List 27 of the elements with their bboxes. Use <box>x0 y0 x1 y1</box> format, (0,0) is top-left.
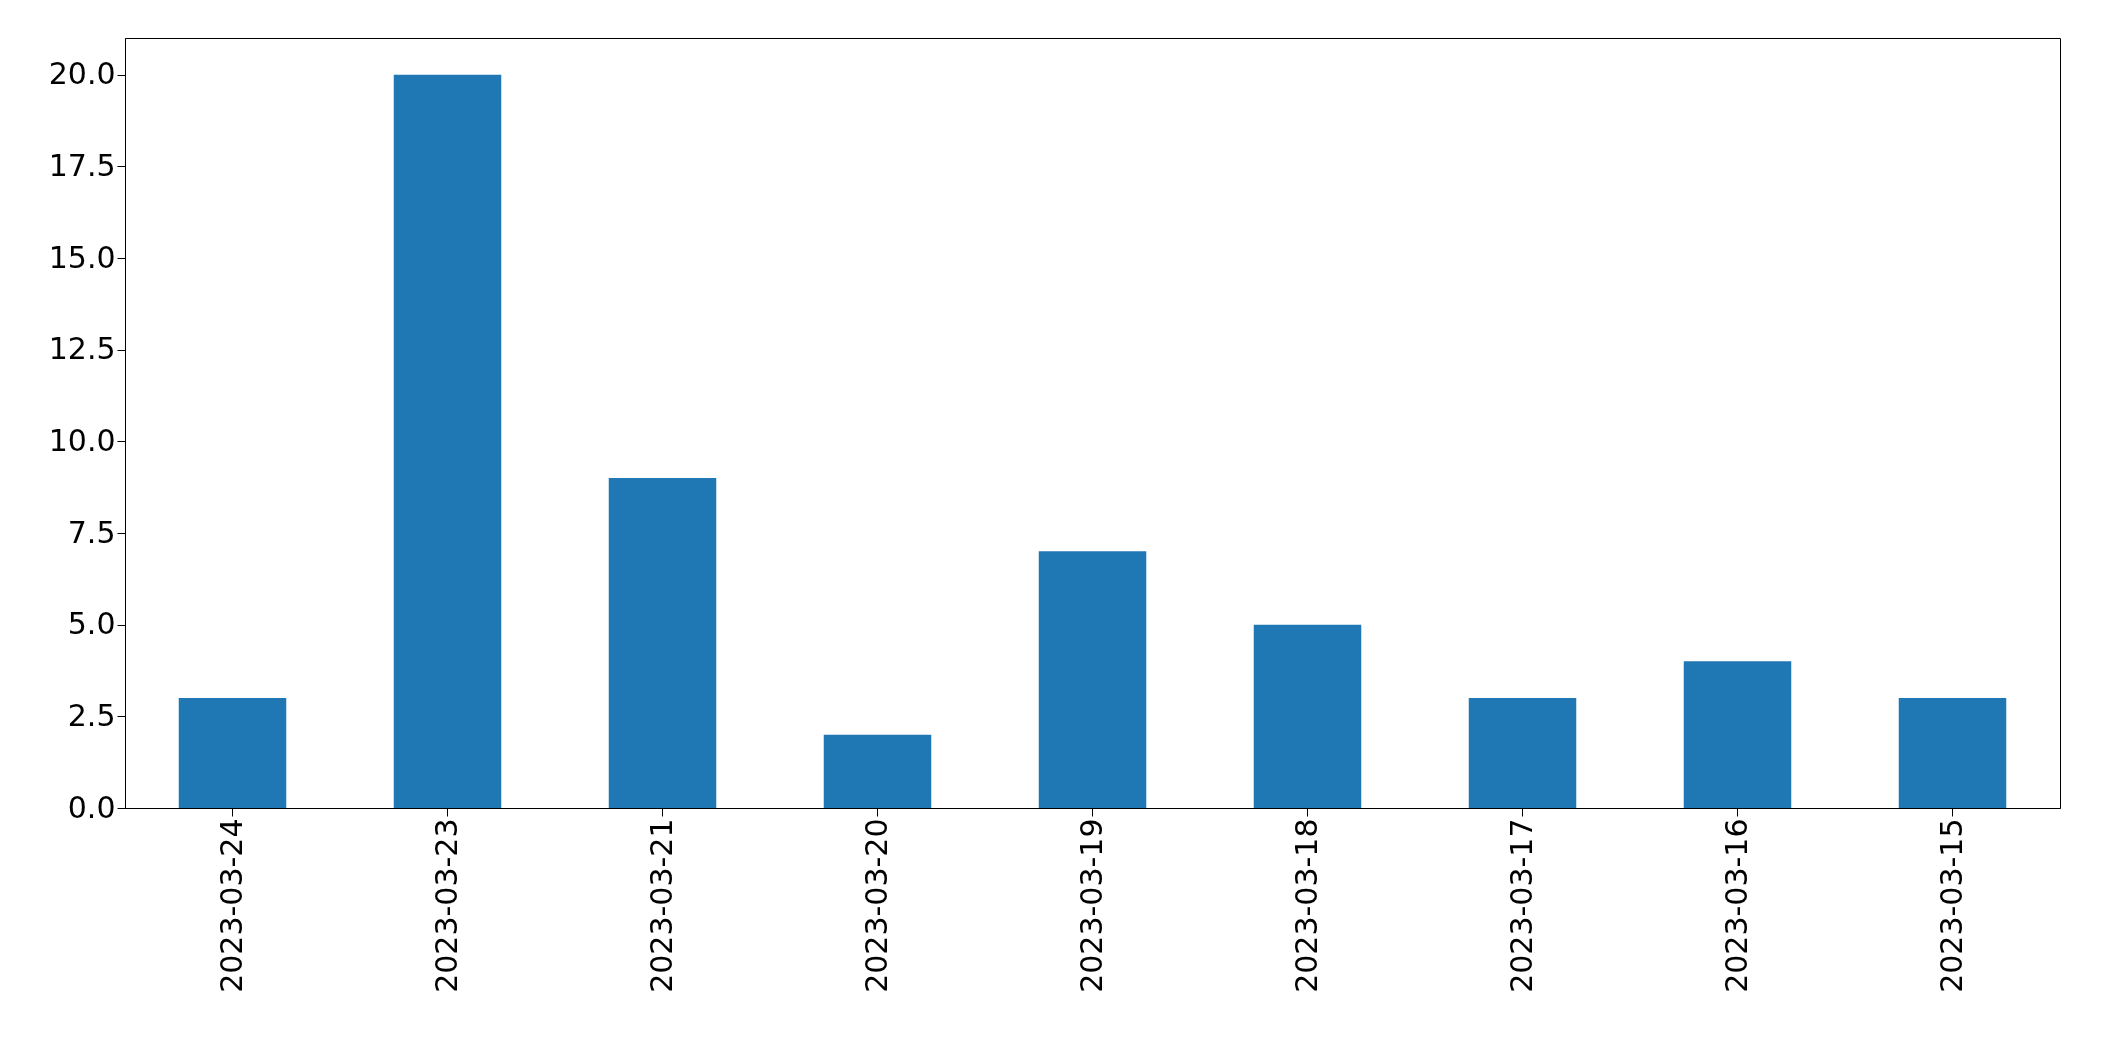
y-tick-label: 15.0 <box>48 239 116 275</box>
bar <box>393 74 502 808</box>
y-tick-label: 5.0 <box>67 606 116 642</box>
bar <box>823 734 932 808</box>
bar <box>1898 698 2007 808</box>
x-tick-label: 2023-03-21 <box>643 818 679 993</box>
x-tick-label: 2023-03-15 <box>1933 818 1969 993</box>
bar <box>1468 698 1577 808</box>
y-tick-label: 10.0 <box>48 422 116 458</box>
y-tick-label: 20.0 <box>48 56 116 92</box>
y-tick-label: 2.5 <box>67 697 116 733</box>
bar <box>1253 624 1362 808</box>
x-tick-label: 2023-03-23 <box>428 818 464 993</box>
bar <box>1683 661 1792 808</box>
x-tick-label: 2023-03-17 <box>1503 818 1539 993</box>
y-tick-label: 0.0 <box>67 789 116 825</box>
x-tick-label: 2023-03-18 <box>1288 818 1324 993</box>
x-tick-label: 2023-03-20 <box>858 818 894 993</box>
y-tick-label: 12.5 <box>48 331 116 367</box>
bar <box>608 478 717 808</box>
x-tick-label: 2023-03-24 <box>213 818 249 993</box>
bar <box>1038 551 1147 808</box>
y-tick-label: 7.5 <box>67 514 116 550</box>
x-tick-label: 2023-03-19 <box>1073 818 1109 993</box>
bar <box>178 698 287 808</box>
y-tick-label: 17.5 <box>48 147 116 183</box>
x-tick-label: 2023-03-16 <box>1718 818 1754 993</box>
